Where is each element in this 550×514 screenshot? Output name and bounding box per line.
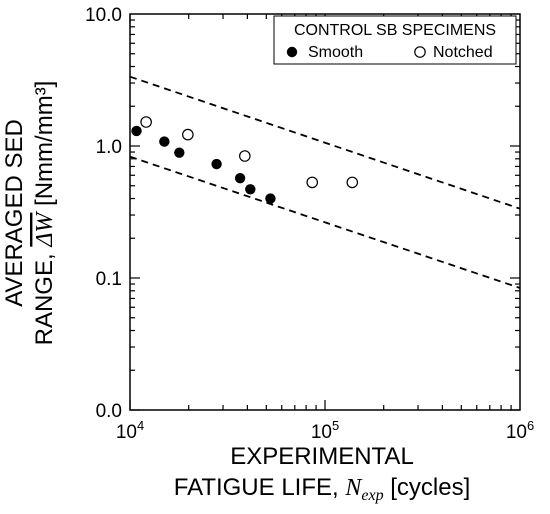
notched-point: [346, 176, 359, 189]
legend: CONTROL SB SPECIMENS Smooth Notched: [273, 15, 517, 65]
legend-box: [273, 15, 517, 65]
x-axis-label-subscript: exp: [361, 487, 383, 504]
notched-point: [239, 150, 251, 162]
y-axis-label-unit: [Nmm/mm³]: [31, 81, 58, 213]
x-tick-label: 104: [116, 418, 144, 443]
y-axis-label-line2: RANGE, ΔW [Nmm/mm³]: [31, 81, 58, 346]
legend-notched-marker: [414, 46, 426, 58]
legend-title: CONTROL SB SPECIMENS: [294, 22, 496, 39]
y-axis-label: AVERAGED SED RANGE, ΔW [Nmm/mm³]: [1, 81, 58, 346]
y-tick-label: 0.1: [96, 269, 122, 290]
smooth-point: [234, 173, 246, 184]
x-axis-label-unit: [cycles]: [384, 474, 471, 501]
smooth-point: [245, 184, 256, 195]
y-axis-label-line1: AVERAGED SED: [1, 119, 28, 307]
y-tick-label: 1.0: [96, 137, 122, 158]
smooth-point: [131, 125, 142, 137]
legend-smooth-label: Smooth: [308, 44, 363, 61]
smooth-point: [174, 147, 185, 158]
y-axis-label-symbol: ΔW: [32, 211, 58, 248]
scatter-bands: [129, 75, 521, 289]
scatter-band-upper: [129, 75, 521, 210]
x-axis-label-prefix: FATIGUE LIFE,: [174, 474, 346, 501]
x-axis-ticks: 104 105 106: [116, 14, 534, 443]
notched-point: [182, 128, 194, 141]
y-tick-label: 0.0: [96, 401, 122, 422]
y-tick-label: 10.0: [85, 5, 122, 26]
x-tick-label: 105: [311, 418, 339, 443]
notched-point: [140, 116, 152, 128]
smooth-point: [211, 158, 222, 170]
x-tick-label: 106: [506, 418, 534, 443]
x-axis-label-line1: EXPERIMENTAL: [230, 443, 414, 470]
x-axis-label-line2: FATIGUE LIFE, Nexp [cycles]: [174, 474, 471, 504]
y-axis-label-prefix: RANGE,: [31, 247, 58, 346]
y-axis-ticks: 0.0 0.1 1.0 10.0: [85, 5, 520, 422]
legend-smooth-marker: [286, 46, 298, 58]
data-points: [131, 116, 359, 204]
x-axis-label-symbol: N: [344, 475, 363, 501]
smooth-point: [265, 193, 276, 204]
smooth-point: [159, 136, 170, 147]
scatter-band-lower: [129, 155, 521, 289]
notched-point: [306, 176, 319, 189]
legend-notched-label: Notched: [433, 44, 493, 61]
